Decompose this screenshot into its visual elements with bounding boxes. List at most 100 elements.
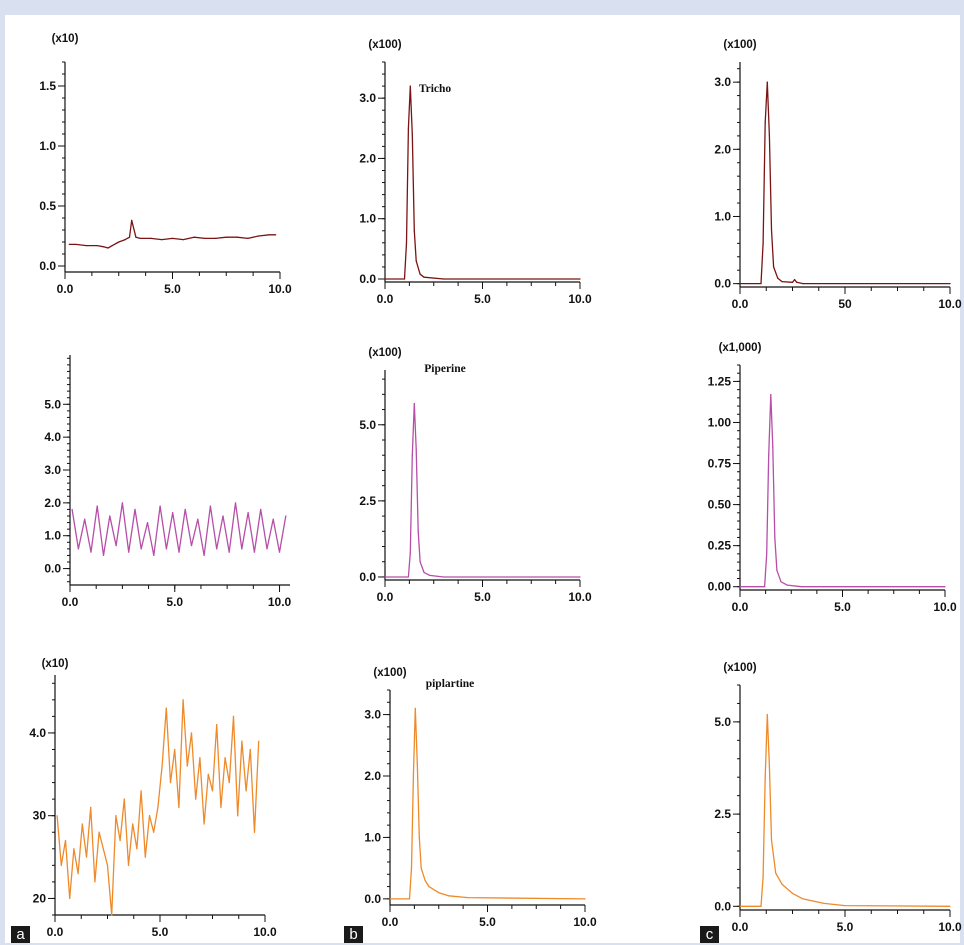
data-point xyxy=(118,241,120,243)
data-point xyxy=(442,278,445,280)
x-tick-label: 0.0 xyxy=(377,590,394,604)
data-point xyxy=(216,548,218,550)
data-point xyxy=(71,508,73,511)
data-point xyxy=(760,905,762,907)
x-tick-label: 10.0 xyxy=(568,590,592,604)
y-tick-label: 0.00 xyxy=(708,580,732,594)
data-point xyxy=(84,518,86,520)
data-point xyxy=(781,883,783,885)
data-point xyxy=(77,548,79,550)
data-point xyxy=(791,892,794,895)
data-point xyxy=(107,247,109,249)
y-tick-label: 3.0 xyxy=(714,75,731,89)
data-point xyxy=(109,515,111,517)
data-point xyxy=(56,815,58,817)
data-point xyxy=(420,867,422,869)
y-multiplier-label: (x1,000) xyxy=(719,342,762,354)
data-point xyxy=(115,544,117,547)
series-line xyxy=(740,393,945,588)
y-tick-label: 0.0 xyxy=(364,892,381,906)
data-point xyxy=(579,278,581,280)
data-point xyxy=(159,505,161,507)
data-point xyxy=(791,281,794,283)
data-point xyxy=(408,898,411,900)
data-point xyxy=(419,561,421,563)
x-tick-label: 5.0 xyxy=(834,600,851,614)
data-point xyxy=(384,278,386,280)
x-tick-label: 0.0 xyxy=(382,915,399,929)
data-point xyxy=(106,864,109,866)
data-point xyxy=(411,454,413,456)
y-tick-label: 0.25 xyxy=(708,539,732,553)
panel-badge-b: b xyxy=(344,926,363,943)
data-point xyxy=(770,393,772,396)
y-tick-label: 20 xyxy=(33,891,47,905)
y-multiplier-label: (x100) xyxy=(723,39,756,51)
data-point xyxy=(207,773,209,775)
compound-annotation: Tricho xyxy=(419,83,452,95)
y-tick-label: 0.0 xyxy=(39,259,56,273)
chart-panel-r2c2: 0.0 2.5 5.0 0.0 5.0 10.0 (x100) Piperine xyxy=(330,330,630,620)
data-point xyxy=(766,81,768,83)
data-point xyxy=(579,576,581,578)
data-point xyxy=(96,245,98,247)
data-point xyxy=(412,775,414,777)
data-point xyxy=(417,530,419,532)
data-point xyxy=(211,790,214,792)
x-tick-label: 0.0 xyxy=(47,925,64,939)
data-point xyxy=(949,905,951,907)
compound-annotation: piplartine xyxy=(426,678,475,690)
data-point xyxy=(225,236,227,238)
y-tick-label: 2.5 xyxy=(714,807,731,821)
data-point xyxy=(403,278,406,280)
y-tick-label: 3.0 xyxy=(359,91,376,105)
data-point xyxy=(447,895,450,897)
y-tick-label: 3.0 xyxy=(44,463,61,477)
data-point xyxy=(423,571,425,573)
x-tick-label: 5.0 xyxy=(479,915,496,929)
x-tick-label: 10.0 xyxy=(573,915,597,929)
data-point xyxy=(85,245,88,247)
chart-svg: 0.0 1.0 2.0 3.0 0.0 5.0 10.0 (x100) piplartine xyxy=(364,667,597,929)
data-point xyxy=(186,765,188,767)
data-point xyxy=(132,823,134,825)
data-point xyxy=(823,902,825,904)
chart-panel-r3c2: 0.0 1.0 2.0 3.0 0.0 5.0 10.0 (x100) piplartine xyxy=(335,645,635,943)
data-point xyxy=(770,229,773,231)
data-point xyxy=(178,806,180,809)
x-tick-label: 10.0 xyxy=(933,600,957,614)
y-tick-label: 1.25 xyxy=(708,374,732,388)
data-point xyxy=(949,283,951,285)
data-point xyxy=(416,763,418,765)
data-point xyxy=(414,707,416,710)
data-point xyxy=(794,279,796,281)
x-tick-label: 5.0 xyxy=(164,282,181,296)
data-point xyxy=(781,281,783,283)
data-point xyxy=(234,502,237,504)
data-point xyxy=(272,518,274,520)
data-point xyxy=(415,448,417,450)
data-point xyxy=(762,242,764,244)
data-point xyxy=(140,548,142,550)
y-tick-label: 2.0 xyxy=(359,151,376,165)
data-point xyxy=(442,576,445,578)
data-point xyxy=(409,85,411,87)
data-point xyxy=(413,230,415,232)
data-point xyxy=(148,815,151,817)
data-point xyxy=(153,554,155,557)
chart-svg: 20 30 4.0 0.0 5.0 10.0 (x10) xyxy=(29,658,277,939)
data-point xyxy=(90,806,92,809)
data-point xyxy=(257,235,260,237)
data-point xyxy=(407,576,409,578)
data-point xyxy=(111,914,113,916)
data-point xyxy=(411,133,413,135)
x-tick-label: 0.0 xyxy=(57,282,74,296)
data-point xyxy=(102,848,104,850)
chart-svg: 0.0 2.5 5.0 0.0 5.0 10.0 (x100) xyxy=(714,662,962,934)
data-point xyxy=(144,856,146,858)
data-point xyxy=(584,898,586,900)
data-point xyxy=(760,283,762,285)
x-tick-label: 10.0 xyxy=(938,297,962,311)
chart-panel-r2c1: 0.0 1.0 2.0 3.0 4.0 5.0 0.0 5.0 10.0 xyxy=(10,330,310,620)
x-tick-label: 5.0 xyxy=(474,292,491,306)
